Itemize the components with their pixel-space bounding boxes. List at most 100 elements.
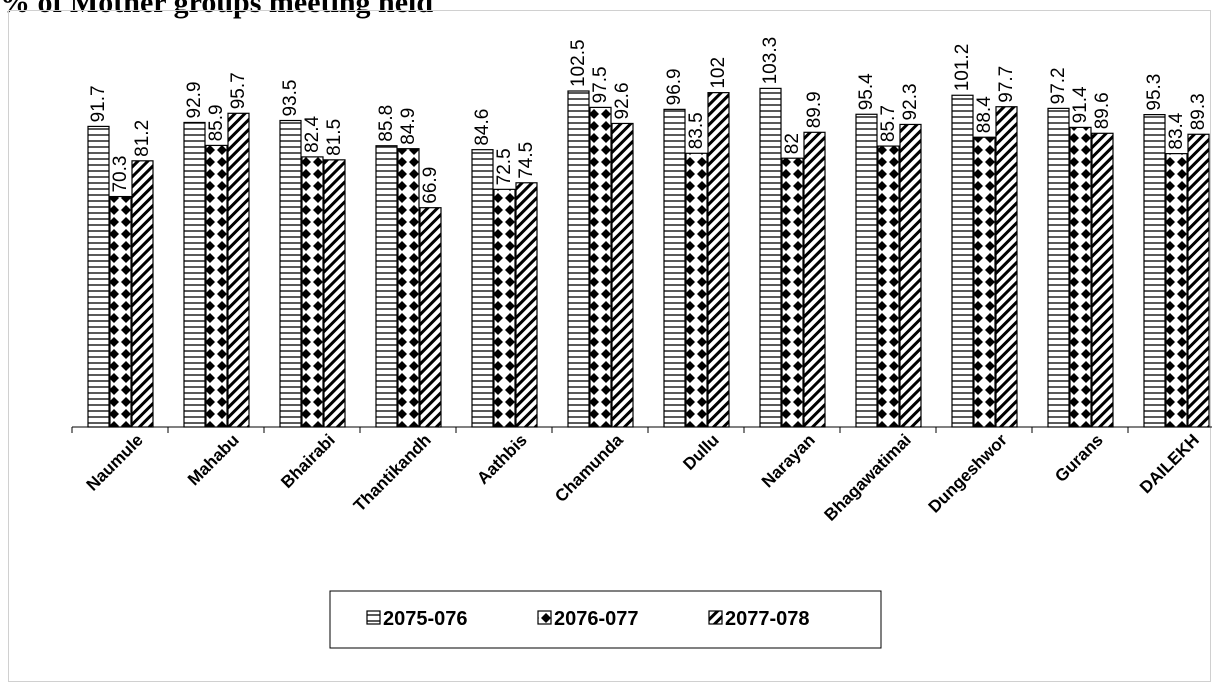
legend-swatch-2076-077: [537, 610, 552, 625]
bar-2075-076-bhagawatimai: [855, 113, 878, 428]
value-label-2075-076-bhagawatimai: 95.4: [856, 73, 877, 110]
bar-2076-077-dungeshwor: [973, 136, 996, 428]
value-label-2076-077-bhairabi: 82.4: [302, 115, 323, 152]
bar-2077-078-dullu: [707, 92, 730, 428]
bar-2076-077-chamunda: [589, 106, 612, 428]
category-label-bhairabi: Bhairabi: [277, 430, 339, 492]
bar-2076-077-dullu: [685, 152, 708, 428]
bar-2076-077-dailekh: [1165, 153, 1188, 428]
legend-label-2075-076: 2075-076: [383, 608, 468, 630]
value-label-2075-076-chamunda: 102.5: [568, 39, 589, 87]
category-label-naumule: Naumule: [83, 430, 147, 494]
bar-2075-076-mahabu: [183, 121, 206, 428]
value-label-2076-077-narayan: 82: [782, 133, 803, 154]
value-label-2076-077-gurans: 91.4: [1070, 86, 1091, 123]
value-label-2077-078-chamunda: 92.6: [612, 82, 633, 119]
value-label-2076-077-dungeshwor: 88.4: [974, 96, 995, 133]
category-label-dailekh: DAILEKH: [1136, 430, 1203, 497]
bar-2075-076-gurans: [1047, 107, 1070, 428]
chart-legend: 2075-076 2076-077 2077-078: [329, 590, 882, 649]
value-label-2076-077-mahabu: 85.9: [206, 104, 227, 141]
chart-category-labels: Naumule Mahabu Bhairabi Thantikandh Aathbis C…: [83, 430, 1203, 525]
value-label-2075-076-bhairabi: 93.5: [280, 80, 301, 117]
value-label-2076-077-dailekh: 83.4: [1166, 112, 1187, 149]
value-label-2075-076-aathbis: 84.6: [472, 109, 493, 146]
bar-2077-078-naumule: [131, 160, 154, 428]
category-label-dullu: Dullu: [679, 430, 722, 473]
category-label-aathbis: Aathbis: [473, 430, 531, 488]
value-label-2075-076-naumule: 91.7: [88, 85, 109, 122]
value-label-2077-078-aathbis: 74.5: [516, 142, 537, 179]
bar-2075-076-aathbis: [471, 149, 494, 428]
value-label-2076-077-bhagawatimai: 85.7: [878, 105, 899, 142]
category-label-mahabu: Mahabu: [184, 430, 243, 489]
bar-2075-076-dungeshwor: [951, 94, 974, 428]
bar-2077-078-mahabu: [227, 112, 250, 428]
bar-2077-078-narayan: [803, 131, 826, 428]
chart-frame: [8, 10, 1211, 682]
value-label-2076-077-naumule: 70.3: [110, 156, 131, 193]
value-label-2075-076-dullu: 96.9: [664, 68, 685, 105]
value-label-2077-078-dullu: 102: [708, 57, 729, 89]
value-label-2077-078-dailekh: 89.3: [1188, 93, 1209, 130]
bar-2077-078-bhairabi: [323, 159, 346, 428]
value-label-2075-076-dailekh: 95.3: [1144, 74, 1165, 111]
legend-swatch-2077-078: [708, 610, 723, 625]
value-label-2076-077-dullu: 83.5: [686, 112, 707, 149]
bar-2077-078-dailekh: [1187, 133, 1210, 428]
value-label-2077-078-gurans: 89.6: [1092, 92, 1113, 129]
category-label-thantikandh: Thantikandh: [350, 430, 435, 515]
chart-axes: [71, 426, 1212, 433]
bar-2077-078-chamunda: [611, 122, 634, 428]
bar-2077-078-dungeshwor: [995, 106, 1018, 428]
value-label-2075-076-mahabu: 92.9: [184, 81, 205, 118]
bar-2076-077-narayan: [781, 157, 804, 428]
bar-2077-078-thantikandh: [419, 207, 442, 428]
value-label-2076-077-thantikandh: 84.9: [398, 108, 419, 145]
bar-2076-077-bhagawatimai: [877, 145, 900, 428]
bar-2077-078-bhagawatimai: [899, 123, 922, 428]
bar-2075-076-bhairabi: [279, 119, 302, 428]
value-label-2077-078-bhagawatimai: 92.3: [900, 83, 921, 120]
bar-2075-076-chamunda: [567, 90, 590, 428]
category-label-bhagawatimai: Bhagawatimai: [821, 430, 915, 524]
bar-2075-076-naumule: [87, 125, 110, 428]
bar-2076-077-bhairabi: [301, 156, 324, 428]
value-label-2077-078-thantikandh: 66.9: [420, 167, 441, 204]
chart-title: % of Mother groups meeting held: [0, 0, 434, 19]
value-label-2076-077-aathbis: 72.5: [494, 148, 515, 185]
value-label-2077-078-naumule: 81.2: [132, 120, 153, 157]
bar-2075-076-narayan: [759, 87, 782, 428]
value-label-2075-076-thantikandh: 85.8: [376, 105, 397, 142]
bar-2075-076-thantikandh: [375, 145, 398, 428]
bar-2077-078-aathbis: [515, 182, 538, 428]
chart-bars: [87, 87, 1210, 428]
value-label-2077-078-dungeshwor: 97.7: [996, 66, 1017, 103]
category-label-narayan: Narayan: [758, 430, 819, 491]
bar-2075-076-dullu: [663, 108, 686, 428]
category-label-chamunda: Chamunda: [551, 430, 627, 506]
bar-2076-077-aathbis: [493, 188, 516, 428]
bar-2076-077-gurans: [1069, 126, 1092, 428]
bar-2076-077-naumule: [109, 195, 132, 428]
legend-label-2076-077: 2076-077: [554, 608, 639, 630]
legend-label-2077-078: 2077-078: [725, 608, 810, 630]
value-label-2077-078-narayan: 89.9: [804, 91, 825, 128]
value-label-2077-078-mahabu: 95.7: [228, 72, 249, 109]
bar-2076-077-thantikandh: [397, 148, 420, 428]
legend-box: [329, 590, 882, 649]
category-label-gurans: Gurans: [1051, 430, 1107, 486]
bar-2076-077-mahabu: [205, 144, 228, 428]
value-label-2077-078-bhairabi: 81.5: [324, 119, 345, 156]
value-label-2075-076-dungeshwor: 101.2: [952, 44, 973, 92]
value-label-2075-076-narayan: 103.3: [760, 37, 781, 85]
category-label-dungeshwor: Dungeshwor: [925, 430, 1012, 517]
value-label-2076-077-chamunda: 97.5: [590, 66, 611, 103]
bar-2077-078-gurans: [1091, 132, 1114, 428]
chart-value-labels: 91.7 70.381.2 92.985.995.7 93.582.4 81.5 85.8…: [88, 37, 1209, 204]
value-label-2075-076-gurans: 97.2: [1048, 67, 1069, 104]
bar-2075-076-dailekh: [1143, 114, 1166, 428]
legend-swatch-2075-076: [366, 610, 381, 625]
